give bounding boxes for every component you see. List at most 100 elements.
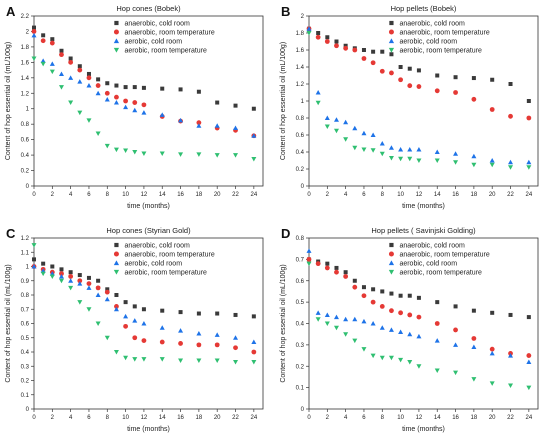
data-point — [59, 267, 64, 272]
data-point — [416, 333, 422, 339]
data-point — [398, 293, 403, 298]
data-point — [526, 159, 532, 165]
x-tick-label: 10 — [122, 192, 129, 198]
data-point — [508, 82, 513, 86]
y-axis-label: Content of hop essential oil (mL/100g) — [280, 42, 287, 160]
data-point — [416, 84, 422, 89]
data-point — [233, 335, 239, 340]
x-tick-label: 8 — [381, 415, 385, 421]
data-point — [398, 329, 404, 335]
x-tick-label: 6 — [87, 415, 91, 421]
data-point — [526, 99, 531, 103]
x-tick-label: 16 — [177, 192, 184, 198]
data-point — [333, 128, 339, 134]
data-point — [114, 94, 119, 100]
data-point — [380, 49, 385, 54]
x-tick-label: 16 — [177, 415, 184, 421]
y-tick-label: 1.2 — [296, 82, 305, 88]
data-point — [141, 357, 147, 362]
data-point — [160, 308, 165, 313]
y-tick-label: 1.4 — [21, 76, 30, 82]
data-point — [371, 287, 376, 292]
data-point — [178, 310, 183, 315]
data-point — [379, 304, 385, 309]
y-tick-label: 0 — [301, 407, 305, 413]
data-point — [233, 125, 239, 131]
data-point — [31, 264, 37, 269]
data-point — [370, 132, 376, 137]
y-tick-label: 0 — [301, 184, 305, 190]
y-tick-label: 1 — [301, 99, 305, 105]
data-point — [370, 353, 376, 359]
data-point — [196, 123, 202, 128]
legend-entry: aerobic, cold room — [124, 39, 182, 46]
data-point — [343, 316, 349, 322]
data-point — [233, 345, 238, 351]
data-point — [471, 76, 476, 81]
data-point — [105, 287, 110, 292]
data-point — [407, 146, 413, 152]
data-point — [196, 152, 202, 157]
y-tick-label: 0.2 — [21, 379, 30, 385]
x-tick-label: 0 — [32, 192, 36, 198]
x-tick-label: 0 — [32, 415, 36, 421]
x-tick-label: 2 — [326, 415, 330, 421]
data-point — [343, 270, 348, 275]
y-tick-label: 1 — [26, 265, 30, 271]
data-point — [361, 147, 367, 152]
data-point — [86, 83, 92, 88]
data-point — [214, 153, 220, 158]
x-axis-label: time (months) — [127, 203, 170, 210]
data-point — [398, 146, 404, 152]
data-point — [324, 124, 330, 129]
data-point — [324, 39, 330, 44]
y-tick-label: 1.4 — [296, 65, 305, 71]
x-tick-label: 10 — [122, 415, 129, 421]
data-point — [50, 264, 55, 269]
y-tick-label: 0.6 — [21, 138, 30, 144]
x-tick-label: 16 — [452, 192, 459, 198]
data-point — [68, 278, 74, 283]
x-tick-label: 18 — [471, 415, 478, 421]
data-point — [407, 312, 413, 318]
panel-label: B — [281, 4, 291, 19]
x-tick-label: 24 — [250, 192, 257, 198]
data-point — [526, 115, 532, 121]
data-point — [132, 85, 137, 90]
data-point — [361, 48, 366, 52]
data-point — [526, 353, 532, 358]
data-point — [178, 358, 184, 364]
data-point — [434, 158, 440, 163]
x-tick-label: 0 — [307, 192, 311, 198]
x-tick-label: 12 — [416, 192, 423, 198]
y-tick-label: 0.6 — [296, 279, 305, 285]
y-tick-label: 0.6 — [21, 322, 30, 328]
data-point — [379, 355, 385, 361]
data-point — [379, 141, 385, 146]
y-tick-label: 0.1 — [21, 393, 30, 399]
data-point — [370, 321, 376, 326]
data-point — [352, 316, 358, 322]
x-tick-label: 14 — [434, 415, 441, 421]
x-tick-label: 14 — [434, 192, 441, 198]
data-point — [178, 341, 183, 346]
data-point — [416, 68, 421, 73]
y-tick-label: 0.2 — [296, 167, 305, 173]
y-tick-label: 0.1 — [296, 386, 305, 392]
data-point — [114, 83, 119, 88]
x-tick-label: 22 — [507, 415, 514, 421]
x-tick-label: 8 — [106, 415, 110, 421]
data-point — [325, 261, 330, 266]
data-point — [324, 312, 330, 317]
y-tick-label: 2 — [26, 29, 30, 35]
data-point — [453, 160, 459, 165]
data-point — [334, 39, 339, 44]
legend-marker — [388, 38, 395, 44]
data-point — [435, 300, 440, 305]
data-point — [389, 291, 394, 296]
data-point — [343, 119, 349, 125]
data-point — [178, 117, 184, 123]
data-point — [95, 83, 101, 88]
y-tick-label: 0.2 — [296, 364, 305, 370]
panel-label: C — [6, 226, 16, 241]
